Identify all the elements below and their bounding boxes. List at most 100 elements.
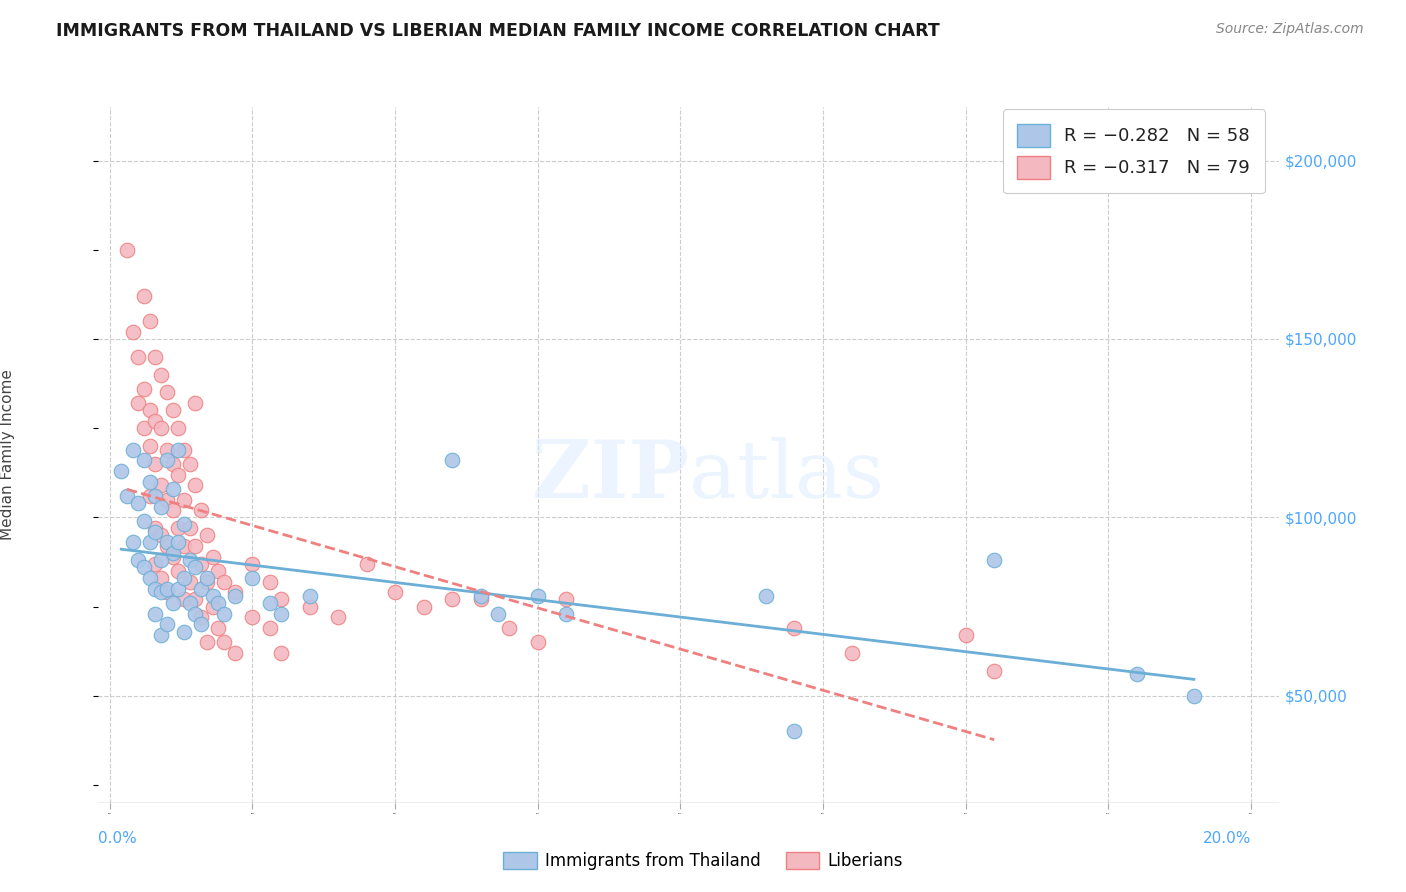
Point (955, 628, 977, 642)
Point (132, 453, 155, 467)
Point (121, 535, 143, 549)
Point (242, 571, 264, 585)
Point (139, 535, 162, 549)
Point (470, 592, 492, 607)
Legend: R = −0.282   N = 58, R = −0.317   N = 79: R = −0.282 N = 58, R = −0.317 N = 79 (1002, 109, 1264, 194)
Point (167, 521, 190, 535)
Point (145, 457, 167, 471)
Point (184, 592, 207, 607)
Point (224, 646, 246, 660)
Point (167, 442, 190, 457)
Point (259, 596, 281, 610)
Point (326, 610, 349, 624)
Point (173, 517, 195, 532)
Point (115, 243, 138, 257)
Point (173, 492, 195, 507)
Point (167, 535, 190, 549)
Point (184, 560, 207, 574)
Point (145, 521, 167, 535)
Point (167, 467, 190, 482)
Text: ZIP: ZIP (531, 437, 689, 515)
Point (207, 621, 229, 635)
Point (110, 464, 132, 478)
Point (150, 553, 173, 567)
Point (150, 528, 173, 542)
Point (156, 535, 179, 549)
Point (132, 289, 155, 303)
Point (298, 589, 321, 603)
Text: atlas: atlas (689, 437, 884, 515)
Point (173, 592, 195, 607)
Point (127, 553, 149, 567)
Point (139, 439, 162, 453)
Point (145, 557, 167, 571)
Point (190, 503, 212, 517)
Point (139, 314, 162, 328)
Point (270, 592, 292, 607)
Point (139, 403, 162, 417)
Point (150, 571, 173, 585)
Point (162, 503, 184, 517)
Point (201, 599, 224, 614)
Point (555, 607, 578, 621)
Point (162, 403, 184, 417)
Point (173, 624, 195, 639)
Point (132, 421, 155, 435)
Point (145, 582, 167, 596)
Point (145, 489, 167, 503)
Point (173, 571, 195, 585)
Point (190, 582, 212, 596)
Point (139, 571, 162, 585)
Text: Source: ZipAtlas.com: Source: ZipAtlas.com (1216, 22, 1364, 37)
Point (190, 557, 212, 571)
Point (179, 574, 201, 589)
Point (190, 610, 212, 624)
Point (127, 496, 149, 510)
Point (242, 557, 264, 571)
Point (156, 585, 179, 599)
Point (259, 574, 281, 589)
Point (115, 489, 138, 503)
Point (167, 582, 190, 596)
Point (173, 539, 195, 553)
Point (145, 414, 167, 428)
Point (270, 646, 292, 660)
Point (412, 599, 434, 614)
Point (162, 482, 184, 496)
Point (184, 607, 207, 621)
Point (173, 442, 195, 457)
Point (150, 500, 173, 514)
Point (156, 617, 179, 632)
Point (132, 514, 155, 528)
Point (156, 385, 179, 400)
Point (201, 549, 224, 564)
Point (156, 582, 179, 596)
Point (145, 524, 167, 539)
Point (207, 564, 229, 578)
Point (470, 589, 492, 603)
Point (139, 489, 162, 503)
Point (150, 585, 173, 599)
Point (179, 553, 201, 567)
Point (150, 628, 173, 642)
Point (184, 539, 207, 553)
Text: 20.0%: 20.0% (1202, 831, 1251, 847)
Point (1126, 667, 1149, 681)
Point (841, 646, 863, 660)
Point (162, 546, 184, 560)
Point (195, 574, 218, 589)
Point (526, 589, 548, 603)
Point (156, 539, 179, 553)
Point (783, 724, 806, 739)
Point (179, 596, 201, 610)
Point (983, 664, 1005, 678)
Point (167, 564, 190, 578)
Point (156, 492, 179, 507)
Point (121, 325, 143, 339)
Point (156, 453, 179, 467)
Point (441, 592, 464, 607)
Point (156, 442, 179, 457)
Point (783, 621, 806, 635)
Point (195, 571, 218, 585)
Point (983, 553, 1005, 567)
